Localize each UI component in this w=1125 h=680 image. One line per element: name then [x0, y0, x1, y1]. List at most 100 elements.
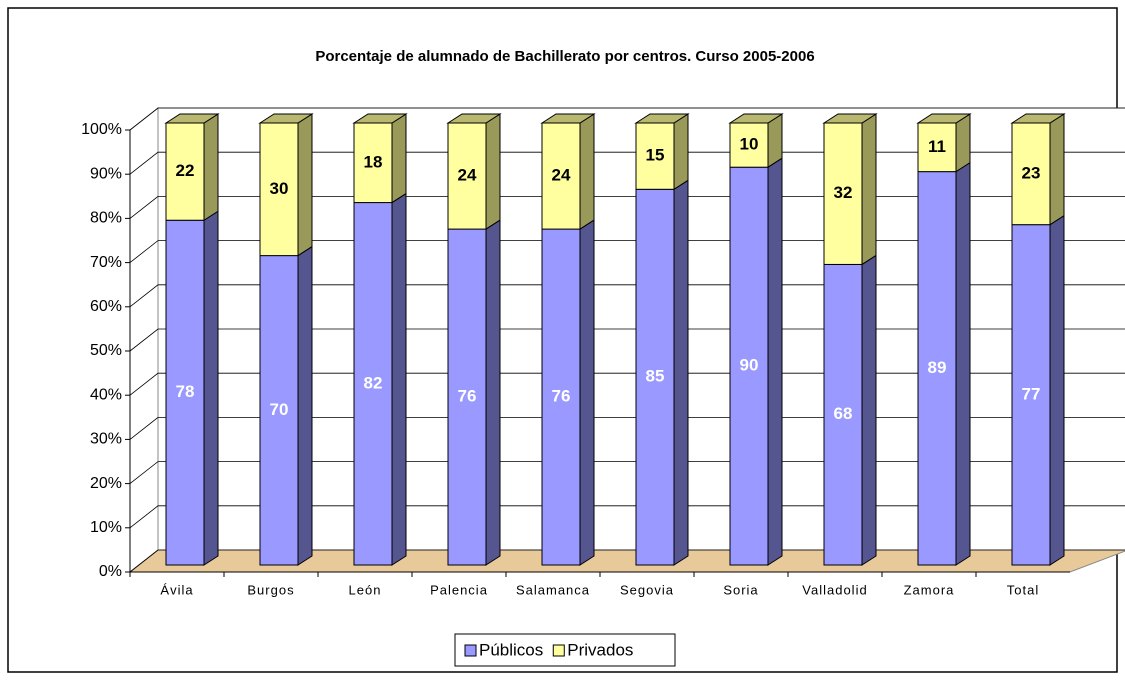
bar-side — [1049, 113, 1065, 226]
bar-top — [446, 113, 502, 124]
data-label: 10 — [740, 135, 759, 154]
data-label: 85 — [646, 367, 665, 386]
legend-label: Públicos — [479, 640, 543, 659]
data-label: 90 — [740, 356, 759, 375]
x-tick-label: León — [349, 582, 382, 597]
x-tick-label: Burgos — [247, 582, 294, 597]
data-label: 78 — [176, 382, 195, 401]
x-tick-label: Valladolid — [802, 582, 867, 597]
data-label: 24 — [458, 166, 477, 185]
bar-top — [164, 113, 220, 124]
grid-line — [129, 505, 1125, 529]
bar — [635, 188, 675, 566]
bar — [259, 122, 299, 257]
x-tick-label: Total — [1007, 582, 1039, 597]
bar — [541, 122, 581, 230]
bar — [635, 122, 675, 190]
data-label: 76 — [552, 387, 571, 406]
data-label: 11 — [928, 137, 946, 156]
data-label: 68 — [834, 404, 853, 423]
bar-side — [203, 113, 219, 222]
bar-side — [391, 192, 407, 566]
bar — [729, 166, 769, 566]
bar-side — [297, 113, 313, 257]
bar-top — [1010, 113, 1066, 124]
data-label: 15 — [646, 146, 665, 165]
x-tick-label: Zamora — [904, 582, 955, 597]
legend-swatch — [464, 644, 477, 657]
bar — [729, 122, 769, 168]
bar — [259, 255, 299, 566]
data-label: 32 — [834, 183, 853, 202]
grid-line — [129, 107, 1125, 131]
x-tick-label: Segovia — [620, 582, 674, 597]
data-label: 24 — [552, 166, 571, 185]
bar-side — [673, 113, 689, 191]
y-tick-label: 70% — [90, 254, 122, 271]
bar-side — [673, 179, 689, 566]
legend-swatch — [552, 644, 565, 657]
bar-side — [955, 113, 971, 173]
y-tick-label: 60% — [90, 298, 122, 315]
grid-line — [129, 240, 1125, 263]
bar-top — [258, 113, 314, 124]
y-tick-label: 0% — [99, 563, 122, 580]
bar — [353, 122, 393, 204]
chart-title: Porcentaje de alumnado de Bachillerato p… — [315, 48, 814, 65]
data-label: 23 — [1022, 163, 1041, 182]
grid-line — [129, 549, 1125, 573]
bar-top — [728, 113, 784, 124]
grid-line — [129, 372, 1125, 396]
bar — [541, 228, 581, 566]
data-label: 76 — [458, 387, 477, 406]
y-tick-label: 20% — [90, 475, 122, 492]
data-label: 82 — [364, 373, 383, 392]
grid-line — [129, 195, 1125, 219]
grid-line — [129, 416, 1125, 440]
x-tick-label: Salamanca — [516, 582, 590, 597]
bar — [447, 228, 487, 566]
grid-line — [129, 284, 1125, 308]
bar-top — [540, 113, 596, 124]
x-tick-label: Ávila — [160, 582, 193, 597]
y-tick-label: 100% — [81, 121, 122, 138]
y-tick-label: 30% — [90, 431, 122, 448]
data-label: 30 — [270, 179, 289, 198]
bar-side — [861, 113, 877, 266]
y-tick-label: 50% — [90, 342, 122, 359]
y-tick-label: 10% — [90, 519, 122, 536]
data-label: 22 — [176, 161, 195, 180]
bar-side — [579, 113, 595, 230]
bar-side — [391, 113, 407, 204]
data-label: 18 — [364, 152, 383, 171]
legend-box — [454, 633, 676, 667]
bar-side — [1049, 214, 1065, 566]
bar-side — [485, 113, 501, 230]
bar-top — [916, 113, 972, 124]
y-tick-label: 90% — [90, 165, 122, 182]
bar-side — [767, 157, 783, 566]
bar-top — [822, 113, 878, 124]
bar — [1011, 224, 1051, 566]
grid-line — [129, 461, 1125, 484]
bar-side — [955, 161, 971, 566]
grid-line — [129, 328, 1125, 352]
bar-side — [485, 219, 501, 566]
bar-top — [634, 113, 690, 124]
bar-top — [352, 113, 408, 124]
y-tick-label: 40% — [90, 386, 122, 403]
y-tick-label: 80% — [90, 210, 122, 227]
bar-side — [579, 219, 595, 566]
bar-side — [861, 254, 877, 566]
bar-side — [203, 210, 219, 566]
data-label: 89 — [928, 358, 947, 377]
bar — [165, 219, 205, 566]
x-tick-label: Palencia — [430, 582, 488, 597]
legend-label: Privados — [567, 640, 633, 659]
bar-side — [297, 245, 313, 566]
bar — [917, 171, 957, 566]
x-tick-label: Soria — [723, 582, 758, 597]
data-label: 70 — [270, 400, 289, 419]
data-label: 77 — [1022, 384, 1041, 403]
